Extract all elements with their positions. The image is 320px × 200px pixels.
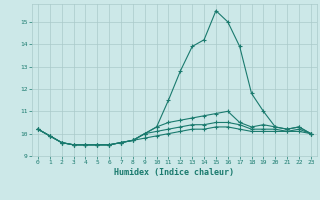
X-axis label: Humidex (Indice chaleur): Humidex (Indice chaleur) — [115, 168, 234, 177]
